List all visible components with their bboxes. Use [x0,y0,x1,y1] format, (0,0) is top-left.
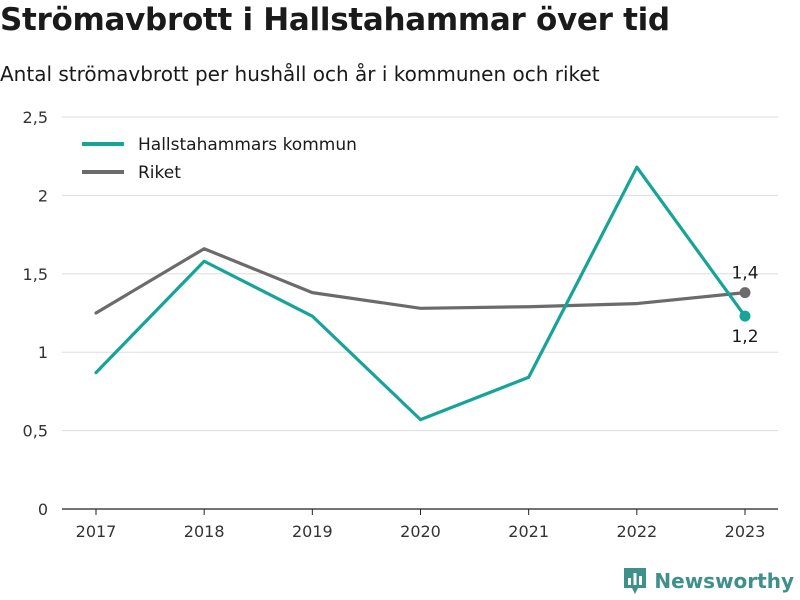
bar-chart-logo-icon [624,568,647,594]
series-line [94,247,747,315]
y-tick-label: 1 [38,343,48,362]
brand-logo: Newsworthy [622,566,794,596]
x-tick-label: 2017 [76,522,117,541]
x-tick-label: 2020 [400,522,441,541]
series-end-marker [739,287,751,299]
x-tick-label: 2022 [616,522,657,541]
x-tick-label: 2018 [184,522,225,541]
axis-layer: 0 0,5 1 1,5 2 2,5 2017 2018 2019 2020 2021 2022 2023 [23,108,778,541]
end-labels: 1,2 1,4 [731,264,758,348]
x-tick-label: 2019 [292,522,333,541]
brand-name: Newsworthy [654,569,794,593]
chart-title: Strömavbrott i Hallstahammar över tid [0,2,670,38]
series-end-label: 1,4 [731,264,758,284]
series-end-label: 1,2 [731,327,758,347]
legend: Hallstahammars kommun Riket [82,135,357,183]
series-line [94,165,747,422]
y-tick-label: 1,5 [23,265,48,284]
legend-label: Hallstahammars kommun [138,135,357,155]
x-tick-label: 2023 [725,522,766,541]
series-end-marker [739,310,751,322]
y-tick-label: 2 [38,186,48,205]
y-tick-label: 0,5 [23,422,48,441]
chart-subtitle: Antal strömavbrott per hushåll och år i … [0,62,600,86]
y-tick-label: 2,5 [23,108,48,127]
legend-label: Riket [138,163,181,183]
x-tick-label: 2021 [508,522,549,541]
series-layer [94,165,751,422]
y-tick-label: 0 [38,500,48,519]
